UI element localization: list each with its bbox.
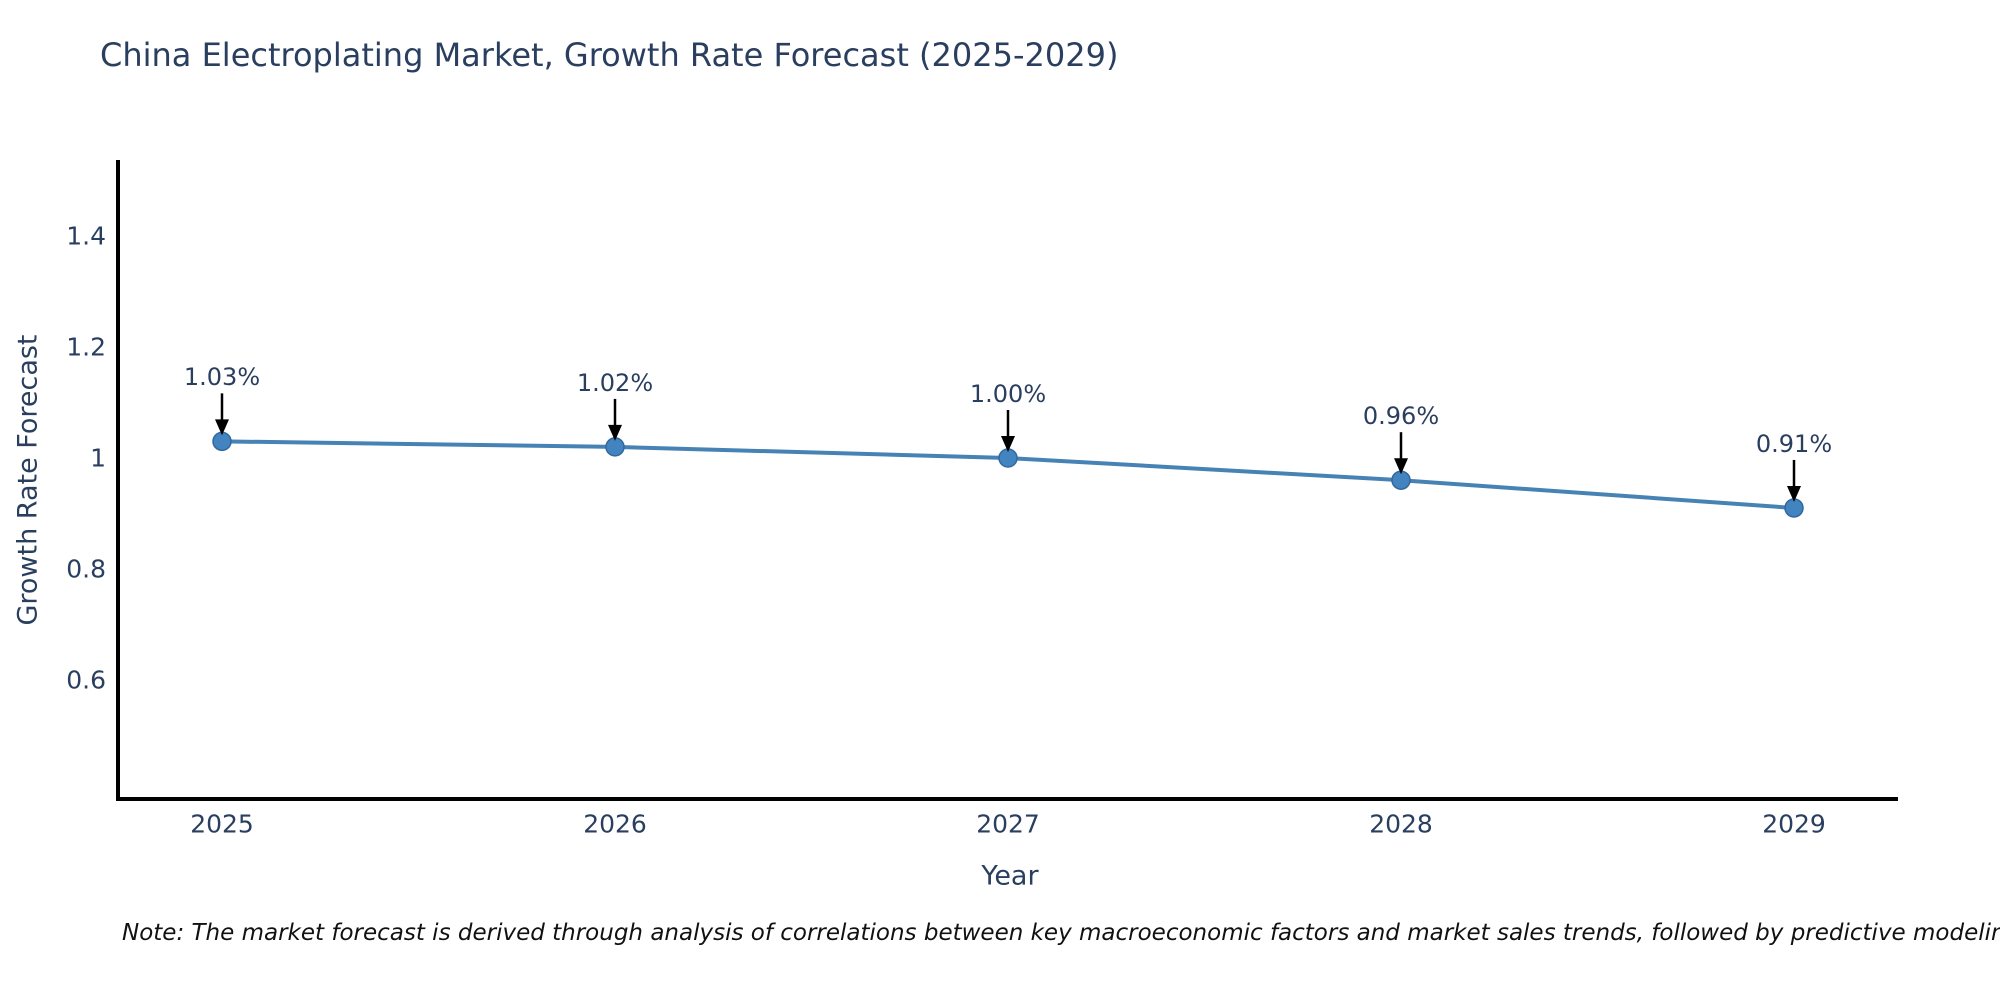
x-tick-label: 2026 [583, 809, 647, 839]
x-tick-label: 2027 [976, 809, 1040, 839]
x-tick-label: 2028 [1369, 809, 1433, 839]
point-annotation: 1.00% [969, 380, 1047, 408]
y-tick-label: 1 [90, 443, 106, 473]
x-axis-title: Year [981, 860, 1039, 892]
x-tick-label: 2029 [1762, 809, 1826, 839]
x-tick-label: 2025 [190, 809, 254, 839]
point-annotation: 1.02% [576, 368, 654, 397]
chart-title: China Electroplating Market, Growth Rate… [100, 36, 1119, 74]
footnote: Note: The market forecast is derived thr… [122, 920, 2000, 946]
point-annotation: 1.03% [183, 363, 261, 392]
y-tick-label: 1.4 [66, 221, 106, 251]
point-annotation: 0.91% [1755, 429, 1833, 458]
y-tick-label: 0.6 [66, 665, 106, 695]
y-tick-label: 1.2 [66, 332, 106, 362]
point-annotation: 0.96% [1362, 402, 1440, 431]
y-tick-label: 0.8 [66, 554, 106, 584]
